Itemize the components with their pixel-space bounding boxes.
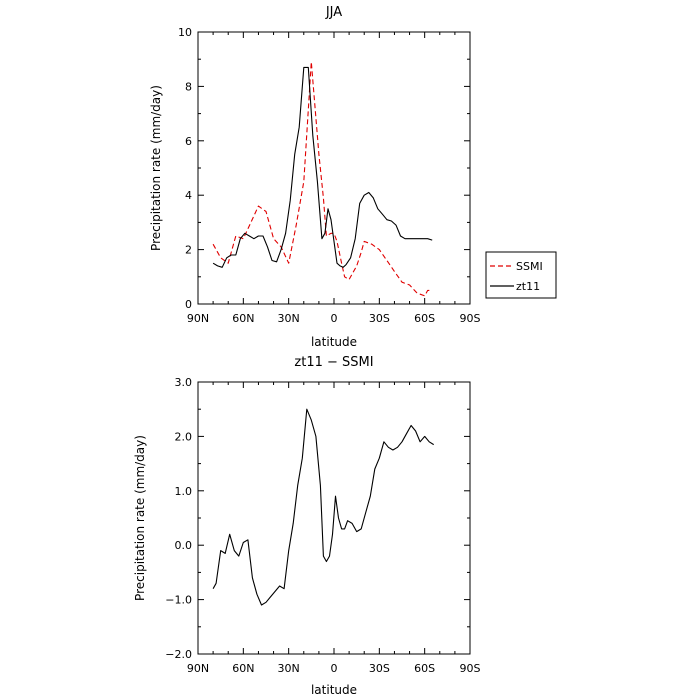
x-tick-label: 0 (331, 312, 338, 325)
y-tick-label: 4 (185, 189, 192, 202)
x-tick-label: 60S (414, 662, 435, 675)
chart-title: JJA (325, 5, 342, 20)
x-tick-label: 60S (414, 312, 435, 325)
legend-label-ssmi: SSMI (516, 260, 543, 273)
x-tick-label: 30N (278, 312, 300, 325)
y-tick-label: 6 (185, 135, 192, 148)
series-group (212, 61, 433, 297)
x-axis-label: latitude (311, 335, 357, 349)
x-tick-label: 30S (369, 312, 390, 325)
x-tick-label: 60N (232, 312, 254, 325)
x-tick-label: 30N (278, 662, 300, 675)
y-tick-label: 0 (185, 298, 192, 311)
y-tick-label: 1.0 (175, 485, 193, 498)
panel-jja: JJA latitude Precipitation rate (mm/day)… (149, 5, 481, 349)
x-tick-label: 90N (187, 312, 209, 325)
y-tick-label: −2.0 (165, 648, 192, 661)
legend-label-zt11: zt11 (516, 280, 540, 293)
y-axis-label: Precipitation rate (mm/day) (149, 85, 163, 251)
y-tick-label: 0.0 (175, 539, 193, 552)
chart-title: zt11 − SSMI (294, 355, 373, 370)
x-tick-label: 0 (331, 662, 338, 675)
y-tick-label: 3.0 (175, 376, 193, 389)
series-group (212, 408, 434, 606)
series-line-difference (212, 408, 434, 606)
y-tick-label: 2 (185, 244, 192, 257)
legend: SSMI zt11 (485, 251, 557, 299)
series-line-ssmi (212, 61, 433, 297)
y-tick-label: −1.0 (165, 594, 192, 607)
x-tick-label: 30S (369, 662, 390, 675)
y-tick-label: 8 (185, 80, 192, 93)
y-axis-label: Precipitation rate (mm/day) (133, 435, 147, 601)
plot-frame (197, 31, 471, 305)
tick-group: 90N 60N 30N 0 30S 60S 90S 0 2 4 6 8 10 (178, 26, 481, 325)
x-tick-label: 90N (187, 662, 209, 675)
x-tick-label: 90S (460, 662, 481, 675)
x-tick-label: 90S (460, 312, 481, 325)
legend-box (485, 251, 557, 299)
x-tick-label: 60N (232, 662, 254, 675)
y-tick-label: 10 (178, 26, 192, 39)
y-tick-label: 2.0 (175, 430, 193, 443)
x-axis-label: latitude (311, 683, 357, 697)
tick-group: 90N 60N 30N 0 30S 60S 90S −2.0 −1.0 0.0 1.0 2.0 3.0 (165, 376, 480, 675)
panel-difference: zt11 − SSMI latitude Precipitation rate … (133, 355, 481, 697)
series-line-zt11 (212, 66, 433, 268)
